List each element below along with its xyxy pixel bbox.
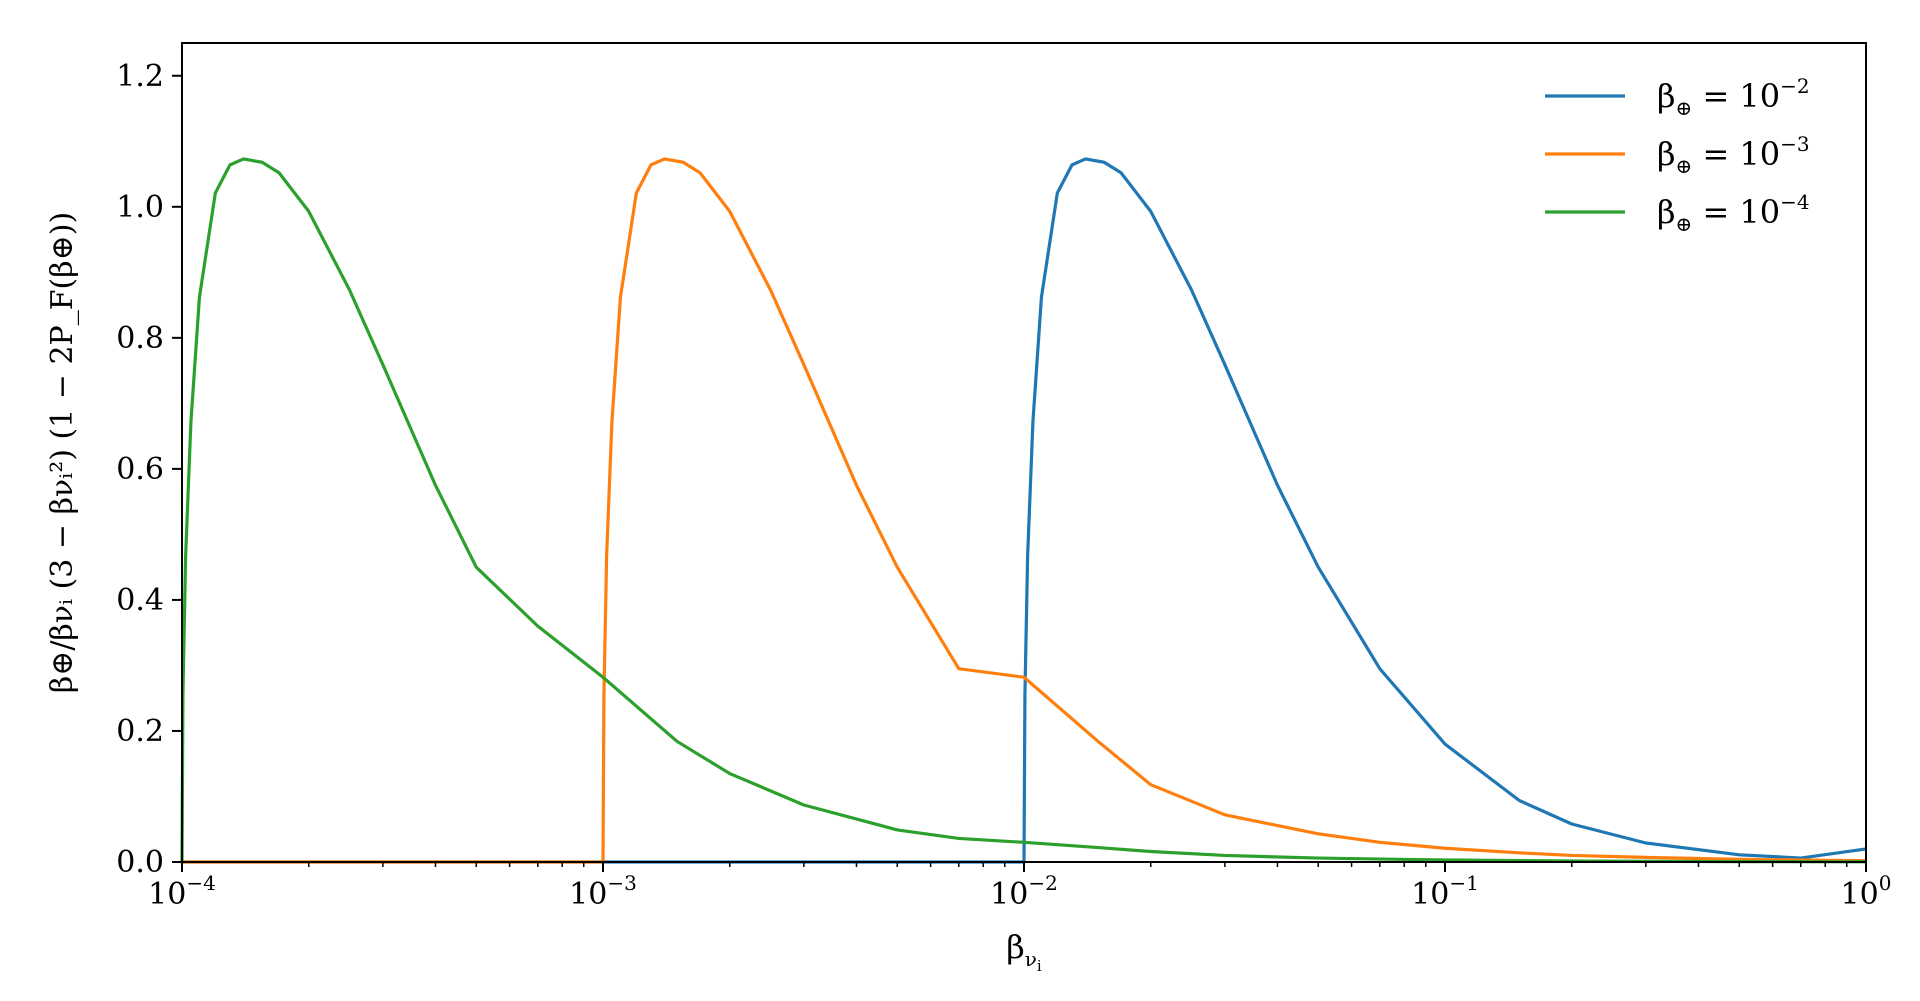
- legend-label-0: β⊕ = 10−2: [1657, 74, 1810, 120]
- x-axis: 10−4 10−3 10−2 10−1 100: [148, 862, 1891, 912]
- legend: β⊕ = 10−2 β⊕ = 10−3 β⊕ = 10−4: [1545, 74, 1810, 236]
- plot-area: [180, 157, 1867, 864]
- y-axis: 0.0 0.2 0.4 0.6 0.8 1.0 1.2: [116, 59, 182, 880]
- x-axis-label-subsub: i: [1037, 957, 1042, 975]
- x-tick-label: 10−4: [148, 871, 216, 912]
- x-tick-label: 100: [1841, 871, 1892, 912]
- y-tick-label: 0.2: [116, 714, 164, 749]
- legend-label-2: β⊕ = 10−4: [1657, 190, 1810, 236]
- y-tick-label: 1.2: [116, 59, 164, 94]
- y-tick-label: 0.6: [116, 452, 164, 487]
- x-tick-label: 10−1: [1411, 871, 1479, 912]
- y-tick-label: 0.4: [116, 583, 164, 618]
- x-tick-label: 10−2: [990, 871, 1058, 912]
- x-tick-label: 10−3: [569, 871, 637, 912]
- y-tick-label: 0.0: [116, 845, 164, 880]
- y-tick-label: 1.0: [116, 190, 164, 225]
- x-axis-label: βνi: [1006, 928, 1042, 975]
- y-tick-label: 0.8: [116, 321, 164, 356]
- series-line-0: [182, 157, 1867, 864]
- x-axis-label-base: β: [1006, 928, 1025, 966]
- series-line-2: [180, 157, 1867, 864]
- x-axis-label-sub: ν: [1025, 947, 1037, 971]
- legend-label-1: β⊕ = 10−3: [1657, 132, 1810, 178]
- y-axis-label: β⊕/βνᵢ (3 − βνᵢ²) (1 − 2P_F(β⊕)): [45, 212, 80, 693]
- series-line-1: [182, 157, 1867, 864]
